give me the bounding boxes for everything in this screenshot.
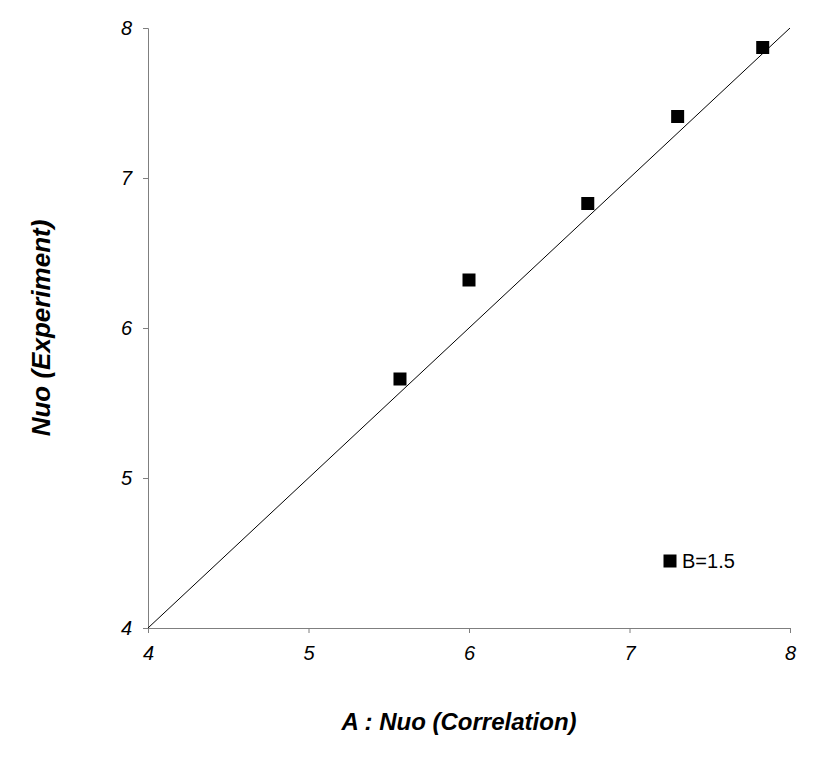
data-point xyxy=(463,274,476,287)
tick: 4 xyxy=(121,617,148,639)
tick-label: 6 xyxy=(121,317,133,339)
data-point xyxy=(581,197,594,210)
tick: 6 xyxy=(464,628,476,664)
tick: 8 xyxy=(785,628,796,664)
axis-line xyxy=(143,29,149,629)
tick: 7 xyxy=(121,167,148,189)
tick-label: 6 xyxy=(464,642,476,664)
tick-label: 4 xyxy=(143,642,154,664)
data-point xyxy=(671,110,684,123)
x-axis-title: A : Nuo (Correlation) xyxy=(340,708,576,735)
legend-marker xyxy=(664,555,677,568)
tick-mark xyxy=(143,28,148,29)
tick-mark xyxy=(143,478,148,479)
tick-label: 7 xyxy=(624,642,636,664)
tick-mark xyxy=(309,628,310,633)
tick-mark xyxy=(630,628,631,633)
reference-line xyxy=(148,28,790,628)
tick-label: 5 xyxy=(303,642,315,664)
y-axis-title: Nuo (Experiment) xyxy=(26,220,56,437)
tick-label: 8 xyxy=(785,642,796,664)
tick: 4 xyxy=(143,628,154,664)
tick: 5 xyxy=(121,467,148,489)
tick: 7 xyxy=(624,628,636,664)
y-axis: 4 5 6 7 8 xyxy=(121,17,149,639)
axis-line xyxy=(149,629,791,634)
tick-mark xyxy=(790,628,791,633)
tick: 8 xyxy=(121,17,148,39)
tick-mark xyxy=(469,628,470,633)
chart: 4 5 6 7 8 4 5 6 7 8 A : Nuo (Correlation) Nuo (Expe… xyxy=(0,0,823,758)
tick-label: 4 xyxy=(121,617,132,639)
tick: 5 xyxy=(303,628,315,664)
data-point xyxy=(393,373,406,386)
tick-label: 7 xyxy=(121,167,133,189)
x-axis: 4 5 6 7 8 xyxy=(143,628,796,664)
legend: B=1.5 xyxy=(664,550,735,572)
plot-area xyxy=(148,28,790,628)
tick-mark xyxy=(143,628,148,629)
legend-label: B=1.5 xyxy=(682,550,735,572)
data-point xyxy=(756,41,769,54)
tick-label: 8 xyxy=(121,17,132,39)
tick-label: 5 xyxy=(121,467,133,489)
tick: 6 xyxy=(121,317,148,339)
tick-mark xyxy=(143,328,148,329)
tick-mark xyxy=(143,178,148,179)
